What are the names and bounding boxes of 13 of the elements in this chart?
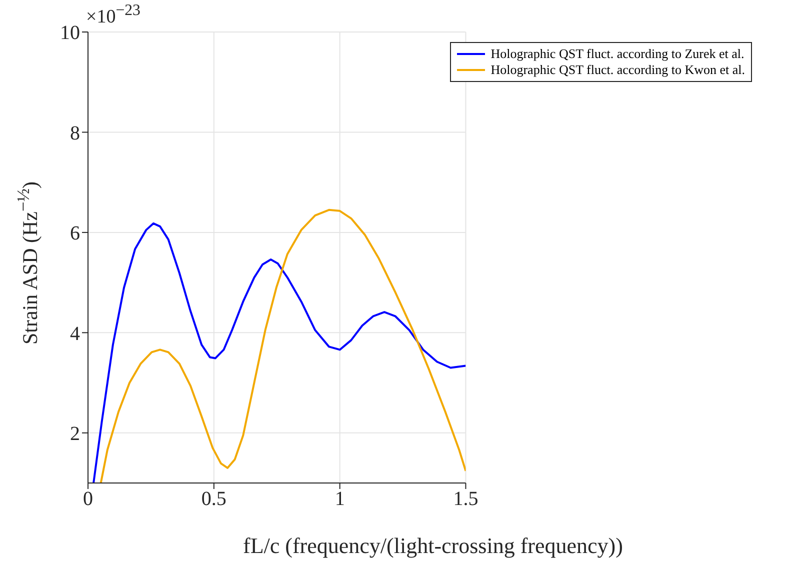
text: ×10$^{−23}$ (86, 2, 140, 28)
y-tick-label: 8 (70, 122, 80, 144)
x-tick-label: 0 (83, 488, 93, 510)
legend-label: Holographic QST fluct. according to Zurek et al. (490, 46, 744, 62)
y-tick-label: 4 (70, 322, 80, 345)
x-tick-label: 1.5 (453, 488, 478, 510)
y-tick-label: 10 (60, 22, 80, 44)
legend-label: Holographic QST fluct. according to Kwon et al. (490, 62, 745, 78)
x-tick-label: 1 (334, 488, 345, 510)
y-tick-label: 6 (70, 222, 80, 245)
y-tick-label: 2 (70, 422, 80, 445)
x-axis-title: fL/c (frequency/(light-crossing frequency)) (242, 533, 624, 559)
x-tick-label: 0.5 (201, 488, 226, 510)
